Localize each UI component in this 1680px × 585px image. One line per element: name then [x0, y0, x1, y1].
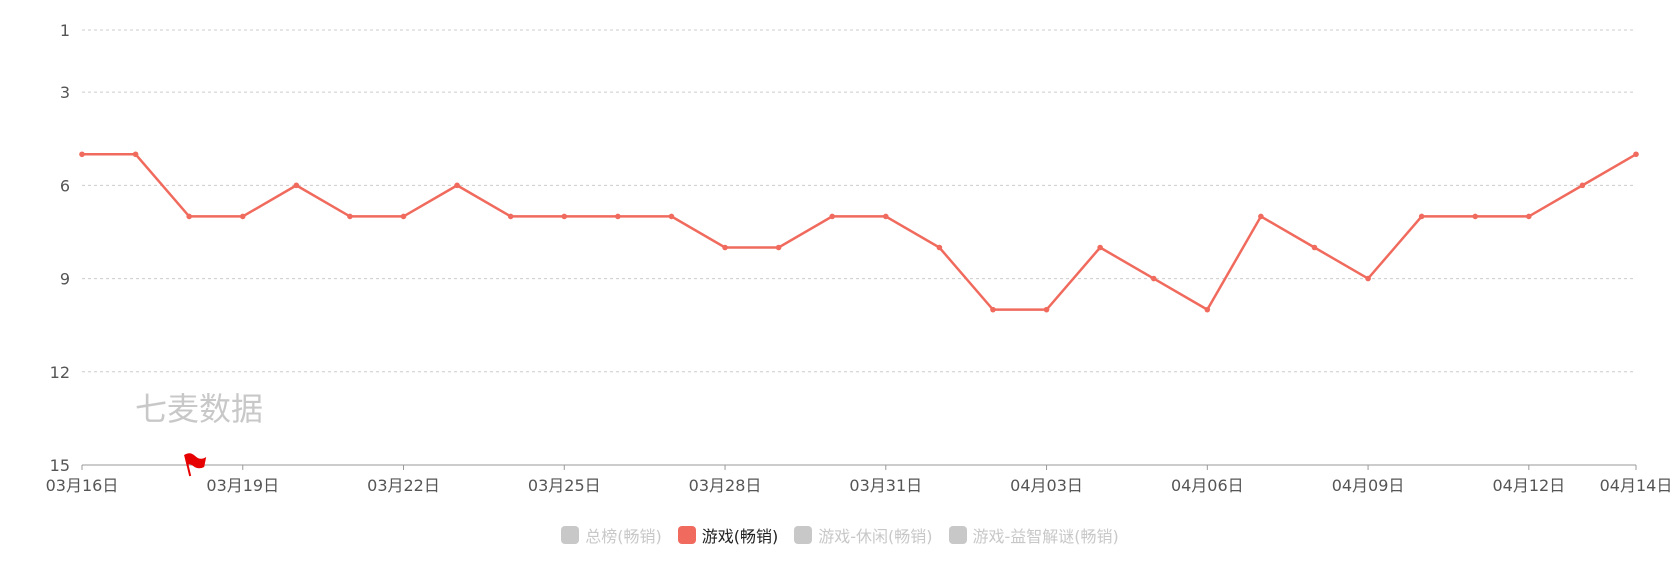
- data-point[interactable]: [1258, 213, 1264, 220]
- legend-swatch: [561, 526, 580, 544]
- data-point[interactable]: [829, 213, 836, 220]
- legend-swatch: [677, 526, 696, 544]
- data-point[interactable]: [668, 213, 675, 220]
- legend-swatch: [794, 526, 813, 544]
- data-point[interactable]: [347, 213, 353, 220]
- y-tick-label: 6: [60, 176, 70, 195]
- data-point[interactable]: [1633, 151, 1639, 158]
- legend-label: 总榜(畅销): [585, 527, 662, 546]
- data-point[interactable]: [79, 151, 85, 158]
- legend-label: 游戏-益智解谜(畅销): [972, 527, 1119, 546]
- data-point[interactable]: [186, 213, 192, 220]
- x-tick-label: 03月16日: [46, 476, 119, 495]
- data-point[interactable]: [990, 306, 996, 313]
- data-point[interactable]: [1311, 244, 1318, 251]
- legend-label: 游戏-休闲(畅销): [818, 527, 933, 546]
- y-axis-ticks: 1 3 6 9 12 15: [50, 21, 70, 475]
- data-point[interactable]: [615, 213, 621, 220]
- x-tick-label: 03月25日: [528, 476, 601, 495]
- x-tick-label: 03月19日: [206, 476, 279, 495]
- data-point[interactable]: [882, 213, 889, 220]
- data-point[interactable]: [454, 182, 460, 189]
- x-tick-label: 03月22日: [367, 476, 440, 495]
- x-tick-label: 04月12日: [1492, 476, 1565, 495]
- data-point[interactable]: [1472, 213, 1479, 220]
- x-tick-label: 04月09日: [1332, 476, 1405, 495]
- legend-item[interactable]: 总榜(畅销): [561, 523, 662, 547]
- data-point[interactable]: [936, 244, 943, 251]
- x-tick-label: 04月14日: [1600, 476, 1673, 495]
- legend-item[interactable]: 游戏-休闲(畅销): [794, 523, 933, 547]
- data-point[interactable]: [1418, 213, 1425, 220]
- y-tick-label: 1: [60, 21, 70, 40]
- data-point[interactable]: [1043, 306, 1050, 313]
- data-point[interactable]: [561, 213, 568, 220]
- data-point[interactable]: [1204, 306, 1211, 313]
- y-tick-label: 3: [60, 83, 70, 102]
- x-axis-ticks: 03月16日 03月19日 03月22日 03月25日 03月28日 03月31日 04月0…: [46, 465, 1673, 495]
- series-line: [82, 153, 1637, 312]
- flag-cloth: [184, 453, 207, 469]
- flag-icon[interactable]: [184, 453, 207, 477]
- x-tick-label: 03月31日: [849, 476, 922, 495]
- legend-swatch: [948, 526, 967, 544]
- x-tick-label: 04月06日: [1171, 476, 1244, 495]
- data-point[interactable]: [1579, 182, 1586, 189]
- data-point[interactable]: [1097, 244, 1103, 251]
- data-point[interactable]: [775, 244, 782, 251]
- y-tick-label: 12: [50, 363, 70, 382]
- data-point[interactable]: [239, 213, 246, 220]
- data-point[interactable]: [132, 151, 139, 158]
- data-point[interactable]: [507, 213, 514, 220]
- y-tick-label: 9: [60, 270, 70, 289]
- x-tick-label: 03月28日: [689, 476, 762, 495]
- data-point[interactable]: [400, 213, 407, 220]
- legend: 总榜(畅销) 游戏(畅销) 游戏-休闲(畅销) 游戏-益智解谜(畅销): [0, 523, 1680, 547]
- series-points: [79, 151, 1639, 313]
- data-point[interactable]: [1526, 213, 1532, 220]
- data-point[interactable]: [293, 182, 300, 189]
- grid-lines: [82, 29, 1636, 373]
- legend-item[interactable]: 游戏(畅销): [677, 523, 779, 547]
- data-point[interactable]: [1365, 275, 1371, 282]
- legend-item[interactable]: 游戏-益智解谜(畅销): [948, 523, 1119, 547]
- data-point[interactable]: [1150, 275, 1157, 282]
- x-tick-label: 04月03日: [1010, 476, 1083, 495]
- legend-label: 游戏(畅销): [701, 527, 779, 546]
- watermark: 七麦数据: [135, 390, 263, 428]
- y-tick-label: 15: [50, 456, 70, 475]
- data-point[interactable]: [722, 244, 728, 251]
